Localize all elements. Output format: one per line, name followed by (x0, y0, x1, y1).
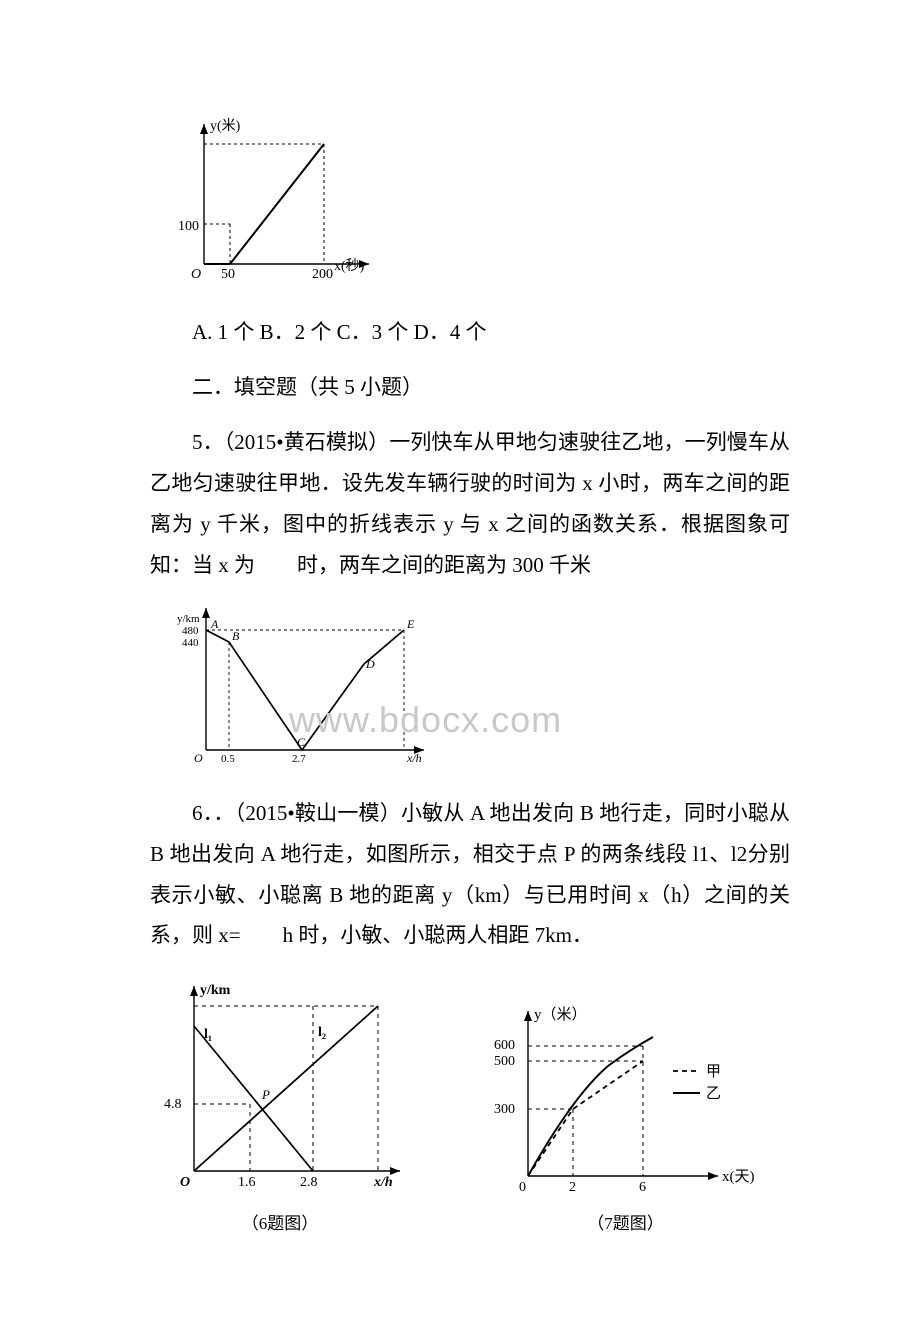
fig7-ytick2: 500 (494, 1054, 515, 1069)
fig5-xtick2: 2.7 (292, 753, 306, 765)
fig5-xtick1: 0.5 (221, 753, 235, 765)
fig5-ytick2: 440 (182, 637, 199, 649)
fig5-ylabel: y/km (177, 613, 200, 625)
fig5-ytick1: 480 (182, 625, 199, 637)
fig6-xtick2: 2.8 (300, 1175, 318, 1190)
fig4-xtick1: 50 (221, 267, 235, 282)
fig6-l2: l₂ (318, 1025, 326, 1040)
fig7-caption: （7题图） (478, 1207, 773, 1240)
fig5-A: A (210, 617, 219, 631)
fig4-chart: y(米) 100 O 50 200 x(秒) (174, 114, 384, 284)
fig7-xlabel: x(天) (722, 1169, 755, 1185)
fig6-ylabel: y/km (200, 983, 231, 998)
fig4-ytick: 100 (178, 219, 199, 234)
fig4-ylabel: y(米) (210, 118, 241, 134)
options-line: A. 1 个 B．2 个 C．3 个 D．4 个 (150, 312, 790, 353)
fig7-container: 甲 乙 y（米） 600 500 300 0 2 6 x(天) （7题图） (478, 1001, 773, 1240)
fig-row-6-7: P y/km l₁ l₂ 4.8 O 1.6 2.8 x/h （6题图） (150, 976, 790, 1240)
fig7-ytick3: 300 (494, 1102, 515, 1117)
fig5-D: D (365, 657, 375, 671)
fig5-E: E (406, 617, 415, 631)
question5: 5．（2015•黄石模拟）一列快车从甲地匀速驶往乙地，一列慢车从乙地匀速驶往甲地… (150, 422, 790, 586)
fig6-origin: O (180, 1175, 190, 1190)
fig7-legend1: 甲 (706, 1064, 721, 1080)
section2-header: 二．填空题（共 5 小题） (150, 367, 790, 408)
fig6-l1: l₁ (204, 1027, 212, 1042)
fig7-origin: 0 (519, 1180, 526, 1195)
fig7-ytick1: 600 (494, 1038, 515, 1053)
fig4-xtick2: 200 (312, 267, 333, 282)
fig6-container: P y/km l₁ l₂ 4.8 O 1.6 2.8 x/h （6题图） (150, 976, 410, 1240)
fig6-xtick1: 1.6 (238, 1175, 256, 1190)
fig4-container: y(米) 100 O 50 200 x(秒) (174, 114, 790, 284)
fig6-chart: P y/km l₁ l₂ 4.8 O 1.6 2.8 x/h (150, 976, 410, 1201)
fig5-chart: y/km 480 440 A B C D E O 0.5 2.7 x/h (174, 600, 434, 765)
fig5-origin: O (194, 751, 203, 765)
question6: 6．．（2015•鞍山一模）小敏从 A 地出发向 B 地行走，同时小聪从 B 地… (150, 793, 790, 957)
fig5-C: C (297, 735, 306, 749)
fig7-xtick2: 6 (639, 1180, 646, 1195)
fig6-xlabel: x/h (373, 1175, 393, 1190)
fig6-P: P (261, 1087, 270, 1102)
fig6-ytick: 4.8 (164, 1097, 182, 1112)
fig4-origin: O (191, 267, 201, 282)
fig7-chart: 甲 乙 y（米） 600 500 300 0 2 6 x(天) (478, 1001, 773, 1201)
fig7-ylabel: y（米） (534, 1006, 587, 1023)
fig6-caption: （6题图） (150, 1207, 410, 1240)
fig5-B: B (232, 629, 240, 643)
fig5-xlabel: x/h (406, 751, 422, 765)
fig7-xtick1: 2 (569, 1180, 576, 1195)
fig4-xlabel: x(秒) (334, 258, 365, 274)
fig7-legend2: 乙 (706, 1086, 721, 1102)
fig5-container: y/km 480 440 A B C D E O 0.5 2.7 x/h www… (174, 600, 790, 765)
